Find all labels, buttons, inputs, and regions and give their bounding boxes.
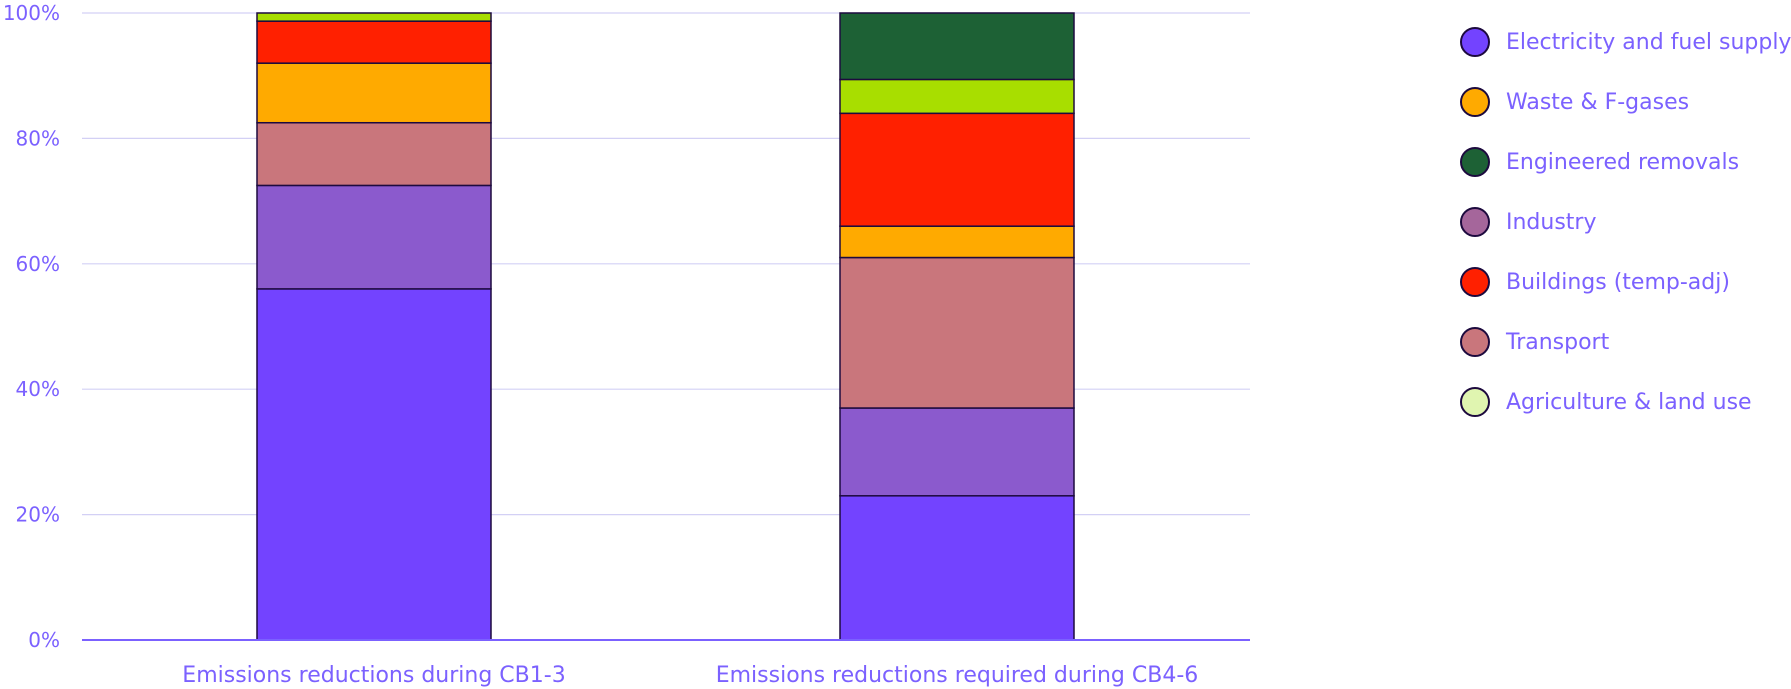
bar-segment	[839, 495, 1075, 641]
legend-swatch-engineered-removals	[1460, 147, 1490, 177]
bar-segment	[839, 225, 1075, 259]
bar-segment	[256, 121, 492, 187]
legend-label-agriculture: Agriculture & land use	[1506, 389, 1752, 415]
y-tick-label: 20%	[16, 503, 60, 527]
y-tick-label: 60%	[16, 252, 60, 276]
y-tick-label: 80%	[16, 126, 60, 150]
legend-swatch-industry	[1460, 207, 1490, 237]
legend-item-transport: Transport	[1460, 312, 1791, 372]
legend: Electricity and fuel supply Waste & F-ga…	[1460, 12, 1791, 432]
bar-segment	[839, 112, 1075, 227]
legend-label-engineered-removals: Engineered removals	[1506, 149, 1740, 175]
y-tick-label: 0%	[28, 628, 60, 652]
bar-segment	[256, 62, 492, 124]
legend-swatch-transport	[1460, 327, 1490, 357]
legend-label-transport: Transport	[1506, 329, 1610, 355]
y-tick-label: 100%	[3, 1, 60, 25]
bar-segment	[839, 256, 1075, 409]
legend-swatch-buildings	[1460, 267, 1490, 297]
legend-swatch-waste	[1460, 87, 1490, 117]
bar-segment	[256, 12, 492, 22]
legend-label-waste: Waste & F-gases	[1506, 89, 1690, 115]
bar-segment	[839, 78, 1075, 115]
legend-item-engineered-removals: Engineered removals	[1460, 132, 1791, 192]
x-category-label: Emissions reductions required during CB4…	[716, 663, 1199, 688]
bars	[256, 12, 1075, 641]
bar-segment	[256, 288, 492, 641]
y-tick-label: 40%	[16, 377, 60, 401]
legend-label-electricity: Electricity and fuel supply	[1506, 29, 1791, 55]
legend-item-agriculture: Agriculture & land use	[1460, 372, 1791, 432]
legend-label-industry: Industry	[1506, 209, 1597, 235]
x-category-label: Emissions reductions during CB1-3	[182, 663, 565, 688]
legend-swatch-agriculture	[1460, 387, 1490, 417]
legend-item-industry: Industry	[1460, 192, 1791, 252]
bar-segment	[839, 407, 1075, 497]
bar-segment	[256, 20, 492, 64]
legend-label-buildings: Buildings (temp-adj)	[1506, 269, 1730, 295]
legend-item-waste: Waste & F-gases	[1460, 72, 1791, 132]
axes: 0% 20% 40% 60% 80% 100% Emissions reductions d…	[3, 1, 1250, 688]
legend-item-buildings: Buildings (temp-adj)	[1460, 252, 1791, 312]
bar-segment	[839, 12, 1075, 81]
legend-item-electricity: Electricity and fuel supply	[1460, 12, 1791, 72]
legend-swatch-electricity	[1460, 27, 1490, 57]
bar-segment	[256, 184, 492, 290]
